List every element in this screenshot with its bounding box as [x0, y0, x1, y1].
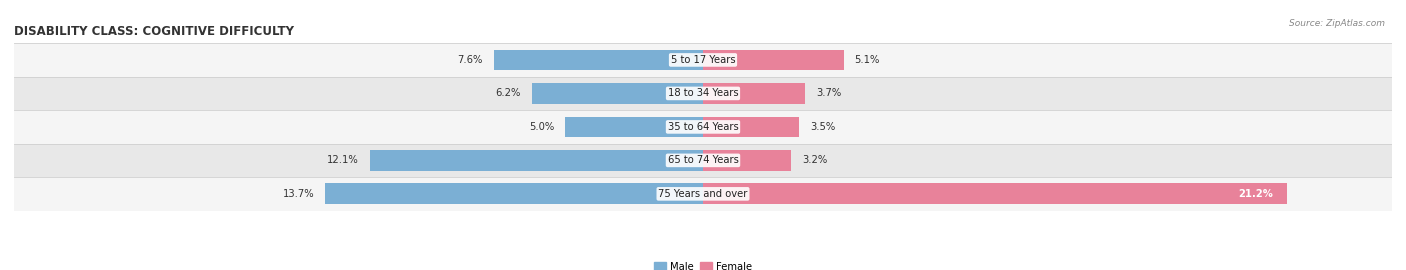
Bar — [703, 150, 792, 171]
Text: 13.7%: 13.7% — [283, 189, 315, 199]
Text: 35 to 64 Years: 35 to 64 Years — [668, 122, 738, 132]
Text: 3.5%: 3.5% — [810, 122, 835, 132]
Bar — [703, 117, 800, 137]
Bar — [325, 184, 703, 204]
Text: Source: ZipAtlas.com: Source: ZipAtlas.com — [1289, 19, 1385, 28]
Bar — [14, 144, 1392, 177]
Bar — [14, 110, 1392, 144]
Bar — [703, 83, 806, 104]
Text: 18 to 34 Years: 18 to 34 Years — [668, 88, 738, 99]
Bar — [531, 83, 703, 104]
Bar — [14, 77, 1392, 110]
Text: 6.2%: 6.2% — [496, 88, 522, 99]
Text: 12.1%: 12.1% — [326, 155, 359, 166]
Text: 75 Years and over: 75 Years and over — [658, 189, 748, 199]
Text: 5 to 17 Years: 5 to 17 Years — [671, 55, 735, 65]
Bar — [703, 50, 844, 70]
Bar — [494, 50, 703, 70]
Text: 3.7%: 3.7% — [815, 88, 841, 99]
Bar — [14, 43, 1392, 77]
Text: 5.0%: 5.0% — [529, 122, 554, 132]
Text: 3.2%: 3.2% — [803, 155, 828, 166]
Bar — [14, 177, 1392, 211]
Bar — [370, 150, 703, 171]
Text: DISABILITY CLASS: COGNITIVE DIFFICULTY: DISABILITY CLASS: COGNITIVE DIFFICULTY — [14, 25, 294, 38]
Text: 7.6%: 7.6% — [457, 55, 482, 65]
Text: 65 to 74 Years: 65 to 74 Years — [668, 155, 738, 166]
Bar — [565, 117, 703, 137]
Text: 5.1%: 5.1% — [855, 55, 880, 65]
Bar — [703, 184, 1288, 204]
Legend: Male, Female: Male, Female — [650, 258, 756, 270]
Text: 21.2%: 21.2% — [1239, 189, 1274, 199]
